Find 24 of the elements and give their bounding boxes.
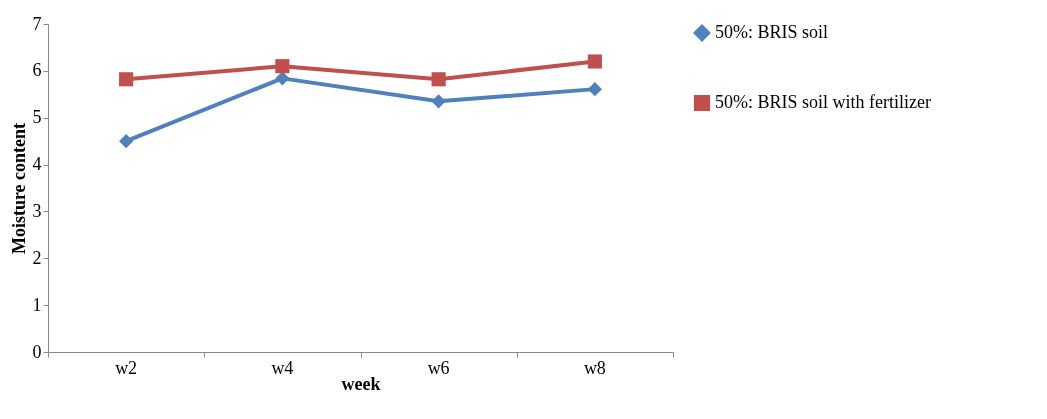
y-tick-label: 7 — [32, 13, 42, 34]
point — [119, 72, 134, 87]
point — [275, 59, 290, 74]
y-tick-label: 1 — [32, 294, 42, 315]
point — [587, 54, 602, 69]
point — [431, 72, 446, 87]
y-tick-label: 2 — [32, 247, 42, 268]
y-tick-label: 0 — [32, 341, 42, 362]
point — [431, 94, 446, 109]
x-tick-label: w4 — [271, 358, 294, 378]
point — [119, 134, 134, 149]
x-tick-label: w8 — [583, 358, 606, 378]
y-tick-label: 5 — [32, 107, 42, 128]
x-axis-title: week — [341, 373, 381, 394]
legend-label: 50%: BRIS soil with fertilizer — [715, 92, 931, 112]
y-axis-title: Moisture content — [8, 122, 29, 255]
y-tick-label: 3 — [32, 200, 42, 221]
legend-label: 50%: BRIS soil — [715, 22, 829, 42]
point — [587, 82, 602, 97]
x-tick-label: w2 — [115, 358, 138, 378]
x-tick-label: w6 — [427, 358, 450, 378]
y-tick-label: 4 — [32, 154, 42, 175]
point — [275, 71, 290, 86]
y-tick-label: 6 — [32, 60, 42, 81]
